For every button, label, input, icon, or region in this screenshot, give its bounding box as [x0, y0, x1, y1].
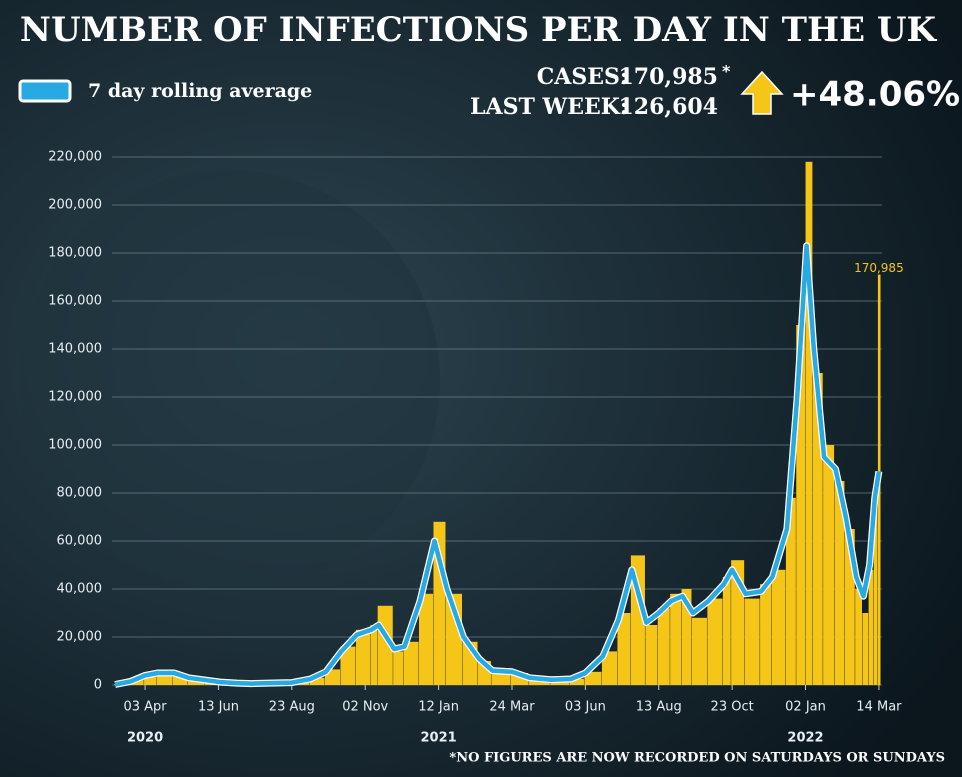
bar	[340, 646, 356, 685]
year-label: 2022	[787, 731, 823, 746]
x-tick-label: 13 Jun	[198, 700, 239, 715]
x-tick-label: 13 Aug	[636, 700, 682, 715]
bar	[491, 671, 511, 685]
cases-label: CASES:	[537, 64, 628, 90]
bar	[771, 569, 786, 685]
x-tick-label: 23 Aug	[269, 700, 315, 715]
bar	[681, 589, 692, 685]
x-tick-label: 02 Jan	[785, 700, 826, 715]
x-tick-label: 03 Apr	[123, 700, 167, 715]
footnote: *NO FIGURES ARE NOW RECORDED ON SATURDAY…	[449, 751, 945, 766]
bar	[834, 481, 845, 685]
last-week-value: 126,604	[618, 94, 718, 120]
virus-decoration	[20, 170, 440, 590]
bar	[309, 677, 325, 685]
y-tick-label: 200,000	[48, 198, 102, 213]
bar	[855, 589, 862, 685]
y-tick-label: 0	[94, 678, 102, 693]
y-tick-label: 80,000	[57, 486, 103, 501]
bar	[393, 651, 404, 685]
chart-title: NUMBER OF INFECTIONS PER DAY IN THE UK	[20, 10, 938, 50]
bar	[670, 593, 682, 685]
bar	[355, 629, 371, 685]
x-tick-label: 14 Mar	[856, 700, 902, 715]
bar	[601, 651, 618, 685]
bar	[403, 641, 419, 685]
year-label: 2021	[421, 731, 457, 746]
bar	[796, 325, 806, 685]
bar	[144, 674, 157, 685]
bar	[785, 497, 796, 685]
annotation: 170,985	[854, 261, 904, 275]
cases-note: *	[722, 62, 731, 81]
year-label: 2020	[127, 731, 163, 746]
bar	[419, 593, 434, 685]
x-tick-label: 23 Oct	[711, 700, 754, 715]
bar	[691, 617, 707, 685]
bar	[812, 373, 823, 685]
x-tick-label: 24 Mar	[489, 700, 535, 715]
bar	[844, 529, 855, 685]
bar	[722, 577, 731, 685]
y-tick-label: 160,000	[48, 294, 102, 309]
y-tick-label: 120,000	[48, 390, 102, 405]
bar	[805, 161, 813, 686]
bar	[569, 678, 584, 685]
bar	[370, 625, 378, 685]
rolling-average-line	[114, 243, 882, 687]
up-arrow	[740, 70, 784, 115]
bar	[868, 569, 874, 685]
bar	[645, 625, 658, 685]
y-tick-label: 140,000	[48, 342, 102, 357]
bar	[873, 493, 878, 685]
bar	[584, 671, 602, 685]
bar	[823, 445, 835, 685]
change: +48.06%	[790, 75, 960, 115]
y-tick-label: 220,000	[48, 150, 102, 165]
bar	[617, 613, 631, 685]
legend-swatch	[18, 79, 72, 103]
cases-value: 170,985	[618, 64, 718, 90]
bar	[760, 584, 772, 685]
x-tick-label: 12 Jan	[418, 700, 459, 715]
bar	[744, 598, 760, 685]
y-tick-label: 60,000	[57, 534, 103, 549]
legend-label: 7 day rolling average	[88, 80, 312, 102]
bar	[657, 608, 670, 685]
y-tick-label: 180,000	[48, 246, 102, 261]
bar	[862, 613, 869, 685]
y-tick-label: 20,000	[57, 630, 103, 645]
bar	[173, 674, 188, 685]
y-tick-label: 40,000	[57, 582, 103, 597]
last-week-label: LAST WEEK:	[470, 94, 628, 120]
bar	[707, 598, 723, 685]
x-tick-label: 03 Jun	[565, 700, 606, 715]
x-tick-label: 02 Nov	[342, 700, 388, 715]
y-tick-label: 100,000	[48, 438, 102, 453]
